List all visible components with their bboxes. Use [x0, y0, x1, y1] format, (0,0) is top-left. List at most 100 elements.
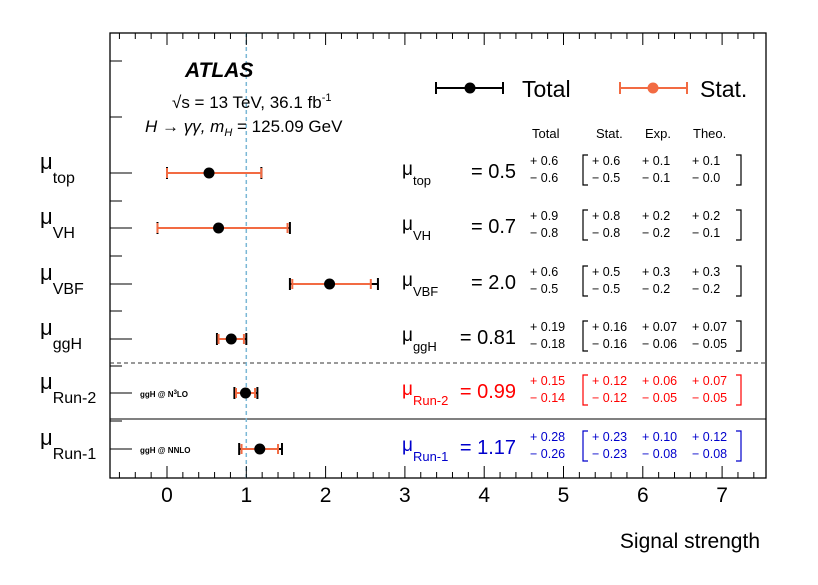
exp-uncertainty-down: − 0.2 — [642, 282, 670, 296]
breakdown-bracket-right — [736, 265, 742, 297]
x-tick-label: 6 — [637, 484, 649, 507]
breakdown-bracket-right — [736, 209, 742, 241]
result-row-ggh: μggH μggH = 0.81 + 0.19− 0.18+ 0.16− 0.16+ … — [40, 315, 742, 354]
exp-uncertainty-down: − 0.08 — [642, 447, 677, 461]
theo-uncertainty-down: − 0.2 — [692, 282, 720, 296]
value-label: μVBF — [402, 270, 438, 299]
exp-uncertainty-up: + 0.06 — [642, 374, 677, 388]
legend-stat-marker — [647, 82, 659, 94]
exp-uncertainty-up: + 0.3 — [642, 265, 670, 279]
breakdown-bracket-right — [736, 430, 742, 462]
stat-uncertainty-up: + 0.8 — [592, 209, 620, 223]
exp-uncertainty-up: + 0.1 — [642, 154, 670, 168]
row-note-text: ggH @ NNLO — [140, 446, 190, 455]
value-number: = 0.5 — [471, 161, 516, 183]
stat-uncertainty-up: + 0.5 — [592, 265, 620, 279]
value-number: = 0.81 — [460, 327, 516, 349]
value-label-mu: μ — [402, 435, 413, 456]
x-tick-label: 1 — [240, 484, 252, 507]
breakdown-bracket-left — [582, 154, 588, 186]
row-label: μRun-2 — [40, 369, 96, 407]
legend-stat-label: Stat. — [700, 76, 747, 102]
breakdown-bracket-right — [736, 374, 742, 406]
exp-uncertainty-up: + 0.07 — [642, 320, 677, 334]
theo-uncertainty-up: + 0.1 — [692, 154, 720, 168]
col-header-exp: Exp. — [645, 126, 671, 141]
value-label: μggH — [402, 325, 437, 354]
row-note-tail: LO — [177, 390, 188, 399]
x-tick-label: 7 — [716, 484, 728, 507]
exp-uncertainty-down: − 0.2 — [642, 226, 670, 240]
theo-uncertainty-down: − 0.1 — [692, 226, 720, 240]
result-row-vbf: μVBF μVBF = 2.0 + 0.6− 0.5+ 0.5− 0.5+ 0.3− … — [40, 260, 742, 299]
total-uncertainty-down: − 0.26 — [530, 447, 565, 461]
experiment-label: ATLAS — [184, 59, 253, 82]
row-label: μRun-1 — [40, 425, 96, 463]
total-uncertainty-down: − 0.6 — [530, 171, 558, 185]
stat-uncertainty-down: − 0.8 — [592, 226, 620, 240]
stat-uncertainty-down: − 0.12 — [592, 391, 627, 405]
value-label-sub: top — [413, 173, 431, 188]
stat-uncertainty-up: + 0.6 — [592, 154, 620, 168]
central-value-marker — [225, 333, 237, 345]
row-label-sub: top — [53, 170, 75, 187]
total-uncertainty-down: − 0.18 — [530, 337, 565, 351]
central-value-marker — [213, 222, 225, 234]
total-uncertainty-down: − 0.5 — [530, 282, 558, 296]
x-tick-label: 2 — [320, 484, 332, 507]
row-label-sub: Run-1 — [53, 446, 97, 463]
process-sub: H — [224, 127, 232, 139]
legend: Total Stat. — [435, 76, 747, 102]
breakdown-bracket-right — [736, 320, 742, 352]
theo-uncertainty-up: + 0.12 — [692, 430, 727, 444]
x-axis-label: Signal strength — [620, 530, 760, 553]
theo-uncertainty-down: − 0.05 — [692, 391, 727, 405]
value-label: μRun-1 — [402, 435, 448, 464]
theo-uncertainty-down: − 0.0 — [692, 171, 720, 185]
row-label-mu: μ — [40, 369, 53, 394]
value-label-mu: μ — [402, 325, 413, 346]
total-uncertainty-down: − 0.14 — [530, 391, 565, 405]
stat-uncertainty-up: + 0.23 — [592, 430, 627, 444]
row-note: ggH @ N3LO — [140, 390, 188, 399]
total-uncertainty-up: + 0.19 — [530, 320, 565, 334]
value-label-mu: μ — [402, 214, 413, 235]
row-label-mu: μ — [40, 260, 53, 285]
row-label-sub: VH — [53, 225, 75, 242]
theo-uncertainty-up: + 0.07 — [692, 320, 727, 334]
x-axis: 0 1 2 3 4 5 6 7 — [118, 33, 755, 507]
breakdown-bracket-right — [736, 154, 742, 186]
row-label-sub: Run-2 — [53, 390, 97, 407]
row-note: ggH @ NNLO — [140, 446, 190, 455]
theo-uncertainty-up: + 0.3 — [692, 265, 720, 279]
result-row-vh: μVH μVH = 0.7 + 0.9− 0.8+ 0.8− 0.8+ 0.2− 0.… — [40, 204, 742, 243]
breakdown-bracket-left — [582, 374, 588, 406]
stat-uncertainty-up: + 0.12 — [592, 374, 627, 388]
value-number: = 1.17 — [460, 437, 516, 459]
value-label-sub: Run-1 — [413, 449, 448, 464]
lumi-exponent: -1 — [322, 92, 332, 104]
value-number: = 0.7 — [471, 216, 516, 238]
value-label-sub: ggH — [413, 339, 437, 354]
theo-uncertainty-down: − 0.05 — [692, 337, 727, 351]
stat-uncertainty-down: − 0.23 — [592, 447, 627, 461]
x-tick-label: 4 — [478, 484, 490, 507]
row-label-mu: μ — [40, 315, 53, 340]
col-header-stat: Stat. — [596, 126, 623, 141]
central-value-marker — [254, 443, 266, 455]
value-label-mu: μ — [402, 379, 413, 400]
total-uncertainty-up: + 0.6 — [530, 265, 558, 279]
total-uncertainty-up: + 0.28 — [530, 430, 565, 444]
value-label: μRun-2 — [402, 379, 448, 408]
row-label-sub: VBF — [53, 281, 84, 298]
col-header-total: Total — [532, 126, 560, 141]
col-header-theo: Theo. — [693, 126, 726, 141]
row-label: μVBF — [40, 260, 84, 298]
total-uncertainty-up: + 0.6 — [530, 154, 558, 168]
stat-uncertainty-up: + 0.16 — [592, 320, 627, 334]
exp-uncertainty-down: − 0.06 — [642, 337, 677, 351]
value-label: μVH — [402, 214, 431, 243]
process-mass: = 125.09 GeV — [232, 117, 343, 136]
result-row-run-1: μRun-1 ggH @ NNLO μRun-1 = 1.17 + 0.28− 0.26… — [40, 425, 742, 464]
value-label-sub: VH — [413, 228, 431, 243]
